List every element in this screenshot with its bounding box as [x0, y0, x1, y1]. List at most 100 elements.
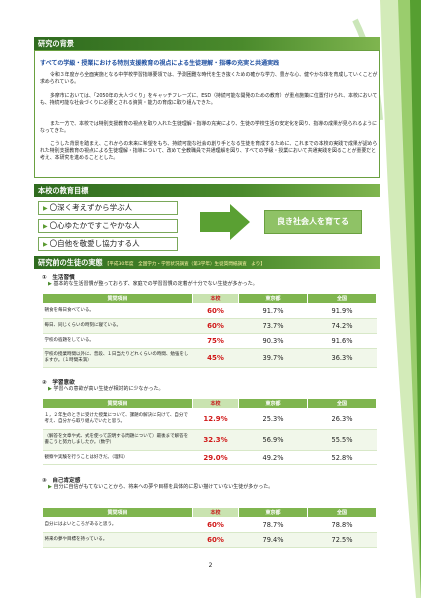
- col-header-school: 本校: [192, 293, 239, 304]
- row-item: 学校の授業時間以外に、普段、１日当たりどれくらいの時間、勉強をしますか。（１時間…: [42, 348, 193, 368]
- stats-table-self-esteem: 質問項目 本校 東京都 全国 自分にはよいところがあると思う。 60% 78.7% 78.8%…: [42, 507, 377, 548]
- col-header-national: 全国: [307, 507, 377, 518]
- triangle-bullet-icon: ▶: [43, 241, 48, 248]
- col-header-item: 質問項目: [42, 398, 193, 409]
- col-header-school: 本校: [192, 398, 239, 409]
- row-school-value: 60%: [192, 303, 239, 319]
- goal-item-3: ▶ 〇自他を敬愛し協力する人: [38, 237, 178, 251]
- row-school-value: 29.0%: [192, 450, 239, 465]
- row-tokyo-value: 73.7%: [238, 318, 308, 334]
- row-school-value: 60%: [192, 318, 239, 334]
- row-national-value: 52.8%: [307, 450, 377, 465]
- row-school-value: 45%: [192, 348, 239, 368]
- triangle-bullet-icon: ▶: [43, 205, 48, 212]
- row-tokyo-value: 39.7%: [238, 348, 308, 368]
- row-item: 学校の宿題をしている。: [42, 333, 193, 349]
- row-item: 観察や実験を行うことは好きだ。（理科）: [42, 450, 193, 465]
- triangle-bullet-icon: ▶: [48, 281, 52, 287]
- row-national-value: 55.5%: [307, 429, 377, 451]
- right-arrow-icon: [200, 204, 250, 240]
- background-paragraph-2: 多摩市においては、「2050年の大人づくり」をキャッチフレーズに、ESD（持続可…: [40, 93, 378, 106]
- triangle-bullet-icon: ▶: [48, 386, 52, 392]
- row-school-value: 12.9%: [192, 408, 239, 430]
- group-title-1: ① 生活習慣: [42, 275, 75, 281]
- row-school-value: 60%: [192, 532, 239, 548]
- decorative-swoosh: [352, 0, 421, 598]
- table-row: 毎日、同じくらいの時刻に寝ている。 60% 73.7% 74.2%: [42, 318, 377, 334]
- background-box: [34, 50, 380, 178]
- row-national-value: 91.6%: [307, 333, 377, 349]
- col-header-tokyo: 東京都: [238, 398, 308, 409]
- stats-table-motivation: 質問項目 本校 東京都 全国 １，２年生のときに受けた授業について、課題の解決に向けて、…: [42, 398, 377, 465]
- goal-text: 〇自他を敬愛し協力する人: [49, 239, 140, 248]
- background-subtitle: すべての学級・授業における特別支援教育の視点による生徒理解・指導の充実と共通実践: [40, 60, 280, 67]
- col-header-tokyo: 東京都: [238, 507, 308, 518]
- row-tokyo-value: 79.4%: [238, 532, 308, 548]
- row-item: 自分にはよいところがあると思う。: [42, 517, 193, 533]
- table-row: 学校の宿題をしている。 75% 90.3% 91.6%: [42, 333, 377, 349]
- col-header-national: 全国: [307, 293, 377, 304]
- row-national-value: 78.8%: [307, 517, 377, 533]
- col-header-item: 質問項目: [42, 507, 193, 518]
- row-tokyo-value: 90.3%: [238, 333, 308, 349]
- row-national-value: 26.3%: [307, 408, 377, 430]
- table-row: 自分にはよいところがあると思う。 60% 78.7% 78.8%: [42, 517, 377, 533]
- triangle-bullet-icon: ▶: [48, 484, 52, 490]
- table-header-row: 質問項目 本校 東京都 全国: [42, 507, 377, 518]
- background-header: 研究の背景: [34, 37, 380, 50]
- col-header-national: 全国: [307, 398, 377, 409]
- table-row: 学校の授業時間以外に、普段、１日当たりどれくらいの時間、勉強をしますか。（１時間…: [42, 348, 377, 368]
- row-national-value: 36.3%: [307, 348, 377, 368]
- goals-header: 本校の教育目標: [34, 184, 380, 197]
- col-header-item: 質問項目: [42, 293, 193, 304]
- students-header-note: 【平成30年度 全国学力・学習状況調査（第3学年）生徒質問紙調査 より】: [104, 262, 265, 267]
- col-header-tokyo: 東京都: [238, 293, 308, 304]
- page-number: 2: [208, 562, 213, 569]
- row-school-value: 32.3%: [192, 429, 239, 451]
- table-header-row: 質問項目 本校 東京都 全国: [42, 398, 377, 409]
- col-header-school: 本校: [192, 507, 239, 518]
- group-note-text: 基本的な生活習慣が整っておらず、家庭での学習習慣の定着が十分でない生徒が多かった…: [53, 281, 258, 287]
- goal-item-1: ▶ 〇深く考えずから学ぶ人: [38, 201, 178, 215]
- group-title-3: ③ 自己肯定感: [42, 478, 81, 484]
- table-header-row: 質問項目 本校 東京都 全国: [42, 293, 377, 304]
- goal-text: 〇深く考えずから学ぶ人: [49, 203, 133, 212]
- row-item: 将来の夢や目標を持っている。: [42, 532, 193, 548]
- row-national-value: 74.2%: [307, 318, 377, 334]
- students-header-title: 研究前の生徒の実態: [38, 258, 103, 267]
- row-tokyo-value: 78.7%: [238, 517, 308, 533]
- stats-table-habits: 質問項目 本校 東京都 全国 朝食を毎日食べている。 60% 91.7% 91.9% 毎日、同じ…: [42, 293, 377, 368]
- table-row: （解答を文章や式、式を使って説明する問題について）最後まで解答を書こうと努力しま…: [42, 429, 377, 451]
- table-row: 朝食を毎日食べている。 60% 91.7% 91.9%: [42, 303, 377, 319]
- group-note-3: ▶ 自分に自信がもてないことから、将来への夢や目標を具体的に思い描けていない生徒…: [48, 484, 368, 491]
- row-item: 毎日、同じくらいの時刻に寝ている。: [42, 318, 193, 334]
- background-paragraph-4: こうした背景を踏まえ、これからの未来に希望をもち、持続可能な社会の創り手となる生…: [40, 141, 378, 161]
- table-row: 将来の夢や目標を持っている。 60% 79.4% 72.5%: [42, 532, 377, 548]
- goal-text: 〇心ゆたかですこやかな人: [49, 221, 140, 230]
- row-item: （解答を文章や式、式を使って説明する問題について）最後まで解答を書こうと努力しま…: [42, 429, 193, 451]
- table-row: 観察や実験を行うことは好きだ。（理科） 29.0% 49.2% 52.8%: [42, 450, 377, 465]
- row-school-value: 75%: [192, 333, 239, 349]
- triangle-bullet-icon: ▶: [43, 223, 48, 230]
- table-row: １，２年生のときに受けた授業について、課題の解決に向けて、自分で考え、自分から取…: [42, 408, 377, 430]
- group-note-text: 自分に自信がもてないことから、将来への夢や目標を具体的に思い描けていない生徒が多…: [53, 484, 274, 490]
- row-national-value: 72.5%: [307, 532, 377, 548]
- row-school-value: 60%: [192, 517, 239, 533]
- row-tokyo-value: 56.9%: [238, 429, 308, 451]
- row-national-value: 91.9%: [307, 303, 377, 319]
- background-paragraph-3: また一方で、本校では特別支援教育の視点を取り入れた生徒理解・指導の充実により、生…: [40, 121, 377, 134]
- group-note-2: ▶ 学習への意欲が高い生徒が相対的に少なかった。: [48, 386, 378, 393]
- row-tokyo-value: 25.3%: [238, 408, 308, 430]
- row-tokyo-value: 49.2%: [238, 450, 308, 465]
- background-paragraph-1: 令和３年度から全面実施となる中学校学習指導要領では、予測困難な時代を生き抜くため…: [40, 72, 378, 85]
- goal-item-2: ▶ 〇心ゆたかですこやかな人: [38, 219, 178, 233]
- row-item: 朝食を毎日食べている。: [42, 303, 193, 319]
- row-tokyo-value: 91.7%: [238, 303, 308, 319]
- group-title-2: ② 学習意欲: [42, 380, 75, 386]
- goal-result-box: 良き社会人を育てる: [264, 210, 362, 234]
- students-header: 研究前の生徒の実態 【平成30年度 全国学力・学習状況調査（第3学年）生徒質問紙調…: [34, 256, 380, 269]
- group-note-text: 学習への意欲が高い生徒が相対的に少なかった。: [53, 386, 164, 392]
- row-item: １，２年生のときに受けた授業について、課題の解決に向けて、自分で考え、自分から取…: [42, 408, 193, 430]
- group-note-1: ▶ 基本的な生活習慣が整っておらず、家庭での学習習慣の定着が十分でない生徒が多か…: [48, 281, 378, 288]
